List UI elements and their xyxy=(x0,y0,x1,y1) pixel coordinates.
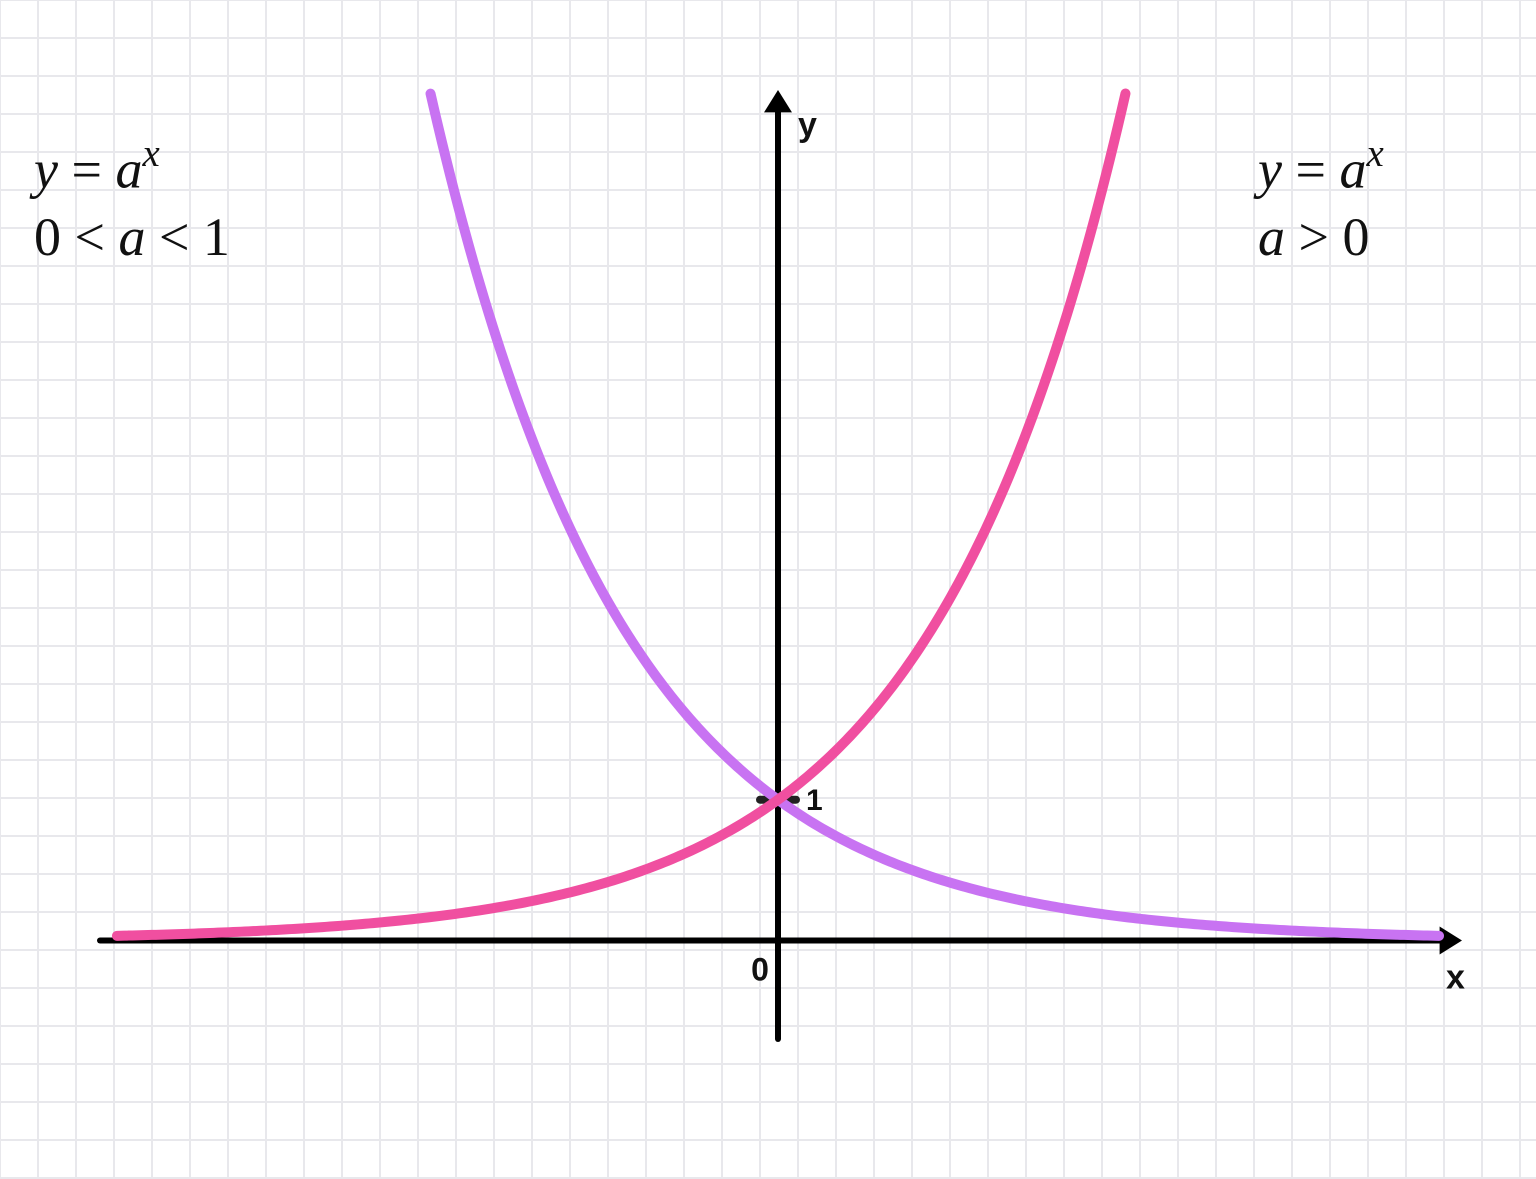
origin-label: 0 xyxy=(751,951,769,987)
equation-growth: y = ax a > 0 xyxy=(1258,130,1384,271)
y-axis-label: y xyxy=(798,106,817,144)
equation-decay-line1: y = ax xyxy=(34,130,230,204)
equation-decay: y = ax 0 < a < 1 xyxy=(34,130,230,271)
equation-growth-line2: a > 0 xyxy=(1258,204,1384,272)
equation-growth-line1: y = ax xyxy=(1258,130,1384,204)
equation-decay-line2: 0 < a < 1 xyxy=(34,204,230,272)
x-axis-label: x xyxy=(1446,958,1465,996)
y-tick-1-label: 1 xyxy=(806,784,823,817)
exponential-chart: 1 0 x y y = ax 0 < a < 1 y = ax a > 0 xyxy=(0,0,1536,1179)
